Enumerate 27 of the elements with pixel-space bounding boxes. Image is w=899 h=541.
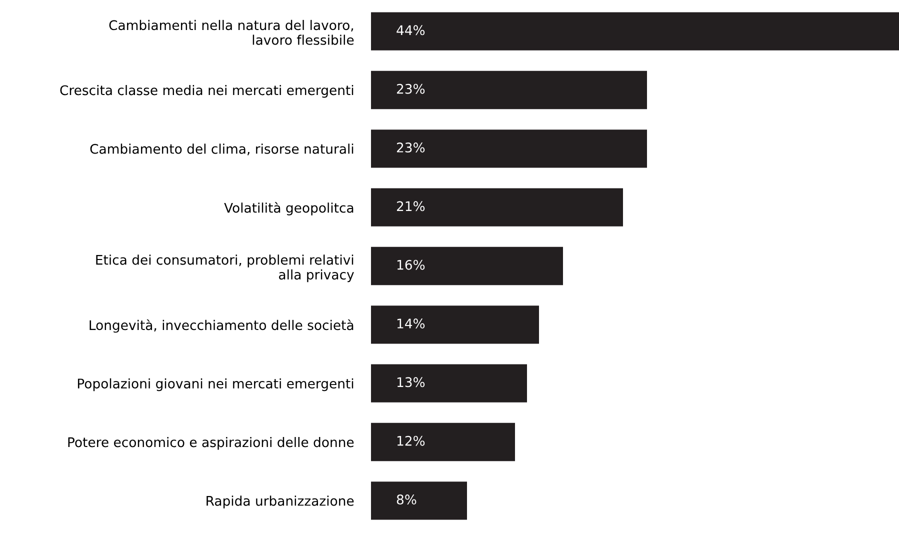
bar [371,422,515,462]
y-tick-label: Popolazioni giovani nei mercati emergenti [78,378,354,392]
y-tick-label: Potere economico e aspirazioni delle donne [68,436,354,450]
data-label: 21% [396,201,425,212]
bar [371,306,539,344]
bar [371,246,563,286]
data-label: 16% [397,260,425,270]
y-tick-label: Volatilità geopolitca [224,202,354,216]
bar [371,12,899,50]
data-label: 12% [397,436,425,446]
bar [371,70,647,110]
bar [371,364,527,402]
y-tick-label: Cambiamenti nella natura del lavoro, lavoro flessibile [109,20,354,45]
y-tick-label: Crescita classe media nei mercati emergenti [60,84,354,98]
y-tick-label: Rapida urbanizzazione [206,496,354,508]
data-label: 23% [396,142,425,152]
data-label: 13% [397,377,425,388]
y-tick-label: Etica dei consumatori, problemi relativi alla privacy [96,254,354,282]
y-tick-label: Longevità, invecchiamento delle società [90,319,354,333]
bar [371,188,623,226]
data-label: 8% [396,494,416,504]
bar [371,482,467,520]
data-label: 23% [396,84,425,94]
data-label: 44% [396,25,425,36]
bar [371,130,647,168]
y-tick-label: Cambiamento del clima, risorse naturali [90,144,354,156]
data-label: 14% [397,318,425,328]
